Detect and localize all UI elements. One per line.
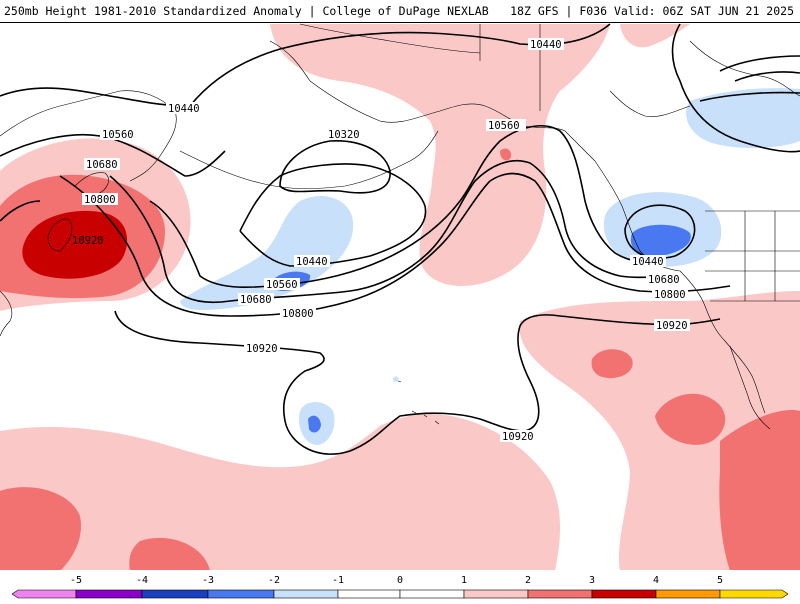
swatch-m4 [75,589,143,599]
scale-tick-label: 4 [653,575,659,586]
contour-label: 10440 [530,39,562,51]
contour-label: 10560 [102,129,134,141]
scale-tick-label: 2 [525,575,531,586]
contour-label: 10800 [84,194,116,206]
contour-label: 10920 [656,320,688,332]
map-header: 250mb Height 1981-2010 Standardized Anom… [0,0,800,22]
contour-label: 10800 [654,289,686,301]
swatch-p5 [719,589,789,599]
contour-label: 10560 [488,120,520,132]
swatch-p4 [655,589,721,599]
contour-label: 10680 [648,274,680,286]
color-scale-bar: -5 -4 -3 -2 -1 0 1 2 3 4 5 [0,570,800,600]
model-run-info: 18Z GFS | F036 Valid: 06Z SAT JUN 21 202… [510,4,794,18]
contour-label: 10560 [266,279,298,291]
swatch-m1 [273,589,339,599]
swatch-p1 [463,589,529,599]
contour-label: 10440 [296,256,328,268]
contour-label: 10800 [282,308,314,320]
contour-label: 10320 [328,129,360,141]
swatch-zero-pos [399,589,465,599]
swatch-m3 [141,589,209,599]
swatch-p2 [527,589,593,599]
contour-label: 10920 [502,431,534,443]
scale-tick-label: -2 [268,575,280,586]
contour-label: 10920 [72,235,104,247]
contour-label: 10440 [168,103,200,115]
contour-labels: 10440 10560 10680 10800 10920 10320 1044… [72,38,690,443]
scale-tick-label: 1 [461,575,467,586]
swatch-m2 [207,589,275,599]
scale-tick-label: 0 [397,575,403,586]
color-scale-swatches [11,589,789,599]
scale-tick-label: 3 [589,575,595,586]
scale-tick-label: -5 [70,575,82,586]
swatch-zero-neg [337,589,401,599]
contour-label: 10680 [240,294,272,306]
map-title: 250mb Height 1981-2010 Standardized Anom… [4,4,489,18]
contour-label: 10920 [246,343,278,355]
scale-tick-label: 5 [717,575,723,586]
contour-label: 10680 [86,159,118,171]
scale-tick-label: -1 [332,575,344,586]
anomaly-fill-plus3 [22,210,128,279]
scale-tick-label: -3 [202,575,214,586]
height-contours [0,23,800,455]
contour-label: 10440 [632,256,664,268]
scale-tick-label: -4 [136,575,148,586]
swatch-p3 [591,589,657,599]
swatch-m5 [11,589,77,599]
anomaly-map: 10440 10560 10680 10800 10920 10320 1044… [0,22,800,571]
color-scale-ticks: -5 -4 -3 -2 -1 0 1 2 3 4 5 [70,575,723,586]
